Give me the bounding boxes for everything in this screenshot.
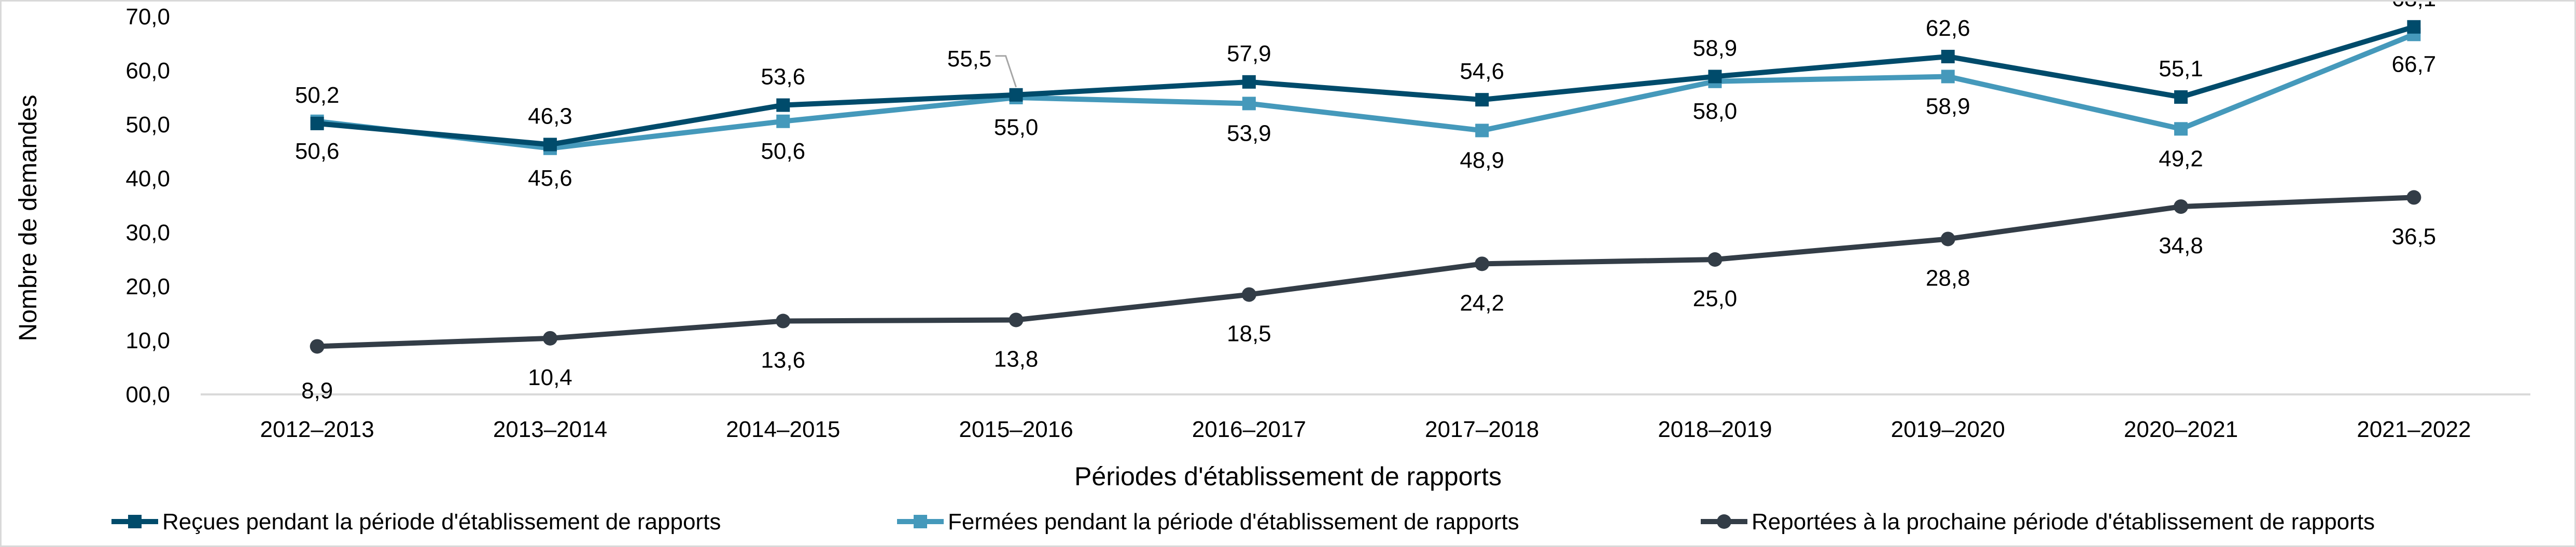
data-point-square (2407, 20, 2421, 34)
data-label: 54,6 (1460, 59, 1504, 84)
data-point-square (310, 116, 324, 130)
data-label: 66,7 (2392, 51, 2437, 77)
y-tick-label: 40,0 (125, 166, 170, 192)
legend-label: Reçues pendant la période d'établissemen… (162, 509, 721, 535)
x-tick-label: 2015–2016 (959, 417, 1073, 442)
x-tick-label: 2021–2022 (2357, 417, 2471, 442)
data-label: 55,1 (2159, 56, 2203, 81)
series-2 (310, 190, 2421, 354)
data-label: 62,6 (1926, 16, 1970, 41)
x-tick-label: 2019–2020 (1891, 417, 2005, 442)
x-axis-title: Périodes d'établissement de rapports (1074, 462, 1502, 491)
data-label: 55,0 (994, 115, 1039, 140)
data-point-square (2174, 122, 2188, 136)
series-0 (310, 20, 2421, 152)
series-group (310, 20, 2421, 354)
data-point-square (1009, 88, 1023, 102)
data-label: 46,3 (528, 103, 572, 129)
series-line (317, 195, 2414, 349)
data-point-square (1242, 75, 1256, 89)
data-label: 34,8 (2159, 233, 2203, 258)
data-label: 48,9 (1460, 147, 1504, 173)
y-axis-ticks: 00,0 10,0 20,0 30,0 40,0 50,0 60,0 70,0 (125, 4, 170, 407)
data-point-square (543, 138, 557, 152)
y-axis-title: Nombre de demandes (15, 95, 42, 341)
data-point-circle (1707, 252, 1723, 267)
legend-item-2: Reportées à la prochaine période d'établ… (1701, 509, 2375, 535)
data-point-square (1475, 93, 1489, 107)
data-point-square (1242, 97, 1256, 111)
series-line (317, 32, 2415, 151)
data-point-circle (1009, 312, 1024, 327)
legend-item-1: Fermées pendant la période d'établisseme… (897, 509, 1519, 535)
data-label: 50,6 (761, 139, 805, 164)
y-tick-label: 50,0 (125, 112, 170, 138)
data-label: 53,6 (761, 64, 805, 90)
y-tick-label: 70,0 (125, 4, 170, 30)
y-tick-label: 60,0 (125, 58, 170, 84)
data-label: 55,5 (947, 46, 992, 72)
x-tick-label: 2013–2014 (493, 417, 607, 442)
data-label: 50,6 (295, 139, 340, 164)
legend-marker-circle (1717, 514, 1731, 529)
data-label: 58,9 (1693, 35, 1738, 61)
data-point-square (1475, 124, 1489, 138)
data-point-square (776, 114, 790, 128)
data-label: 8,9 (301, 378, 333, 403)
data-point-circle (1940, 231, 1955, 247)
data-label: 58,9 (1926, 93, 1970, 119)
data-label: 36,5 (2392, 224, 2437, 249)
leader-line (995, 55, 1017, 88)
data-point-square (2174, 90, 2188, 104)
data-label: 68,1 (2392, 0, 2437, 11)
legend-label: Reportées à la prochaine période d'établ… (1752, 509, 2375, 535)
data-labels: 50,2 46,3 53,6 55,5 57,9 54,6 58,9 62,6 55,1 68,1… (295, 0, 2436, 403)
y-tick-label: 10,0 (125, 328, 170, 353)
data-label: 25,0 (1693, 286, 1738, 311)
y-tick-label: 30,0 (125, 220, 170, 245)
x-tick-label: 2014–2015 (726, 417, 840, 442)
data-label: 10,4 (528, 365, 572, 390)
x-tick-label: 2016–2017 (1192, 417, 1306, 442)
data-label: 57,9 (1227, 41, 1271, 66)
x-tick-label: 2017–2018 (1425, 417, 1539, 442)
data-label: 45,6 (528, 166, 572, 191)
x-tick-label: 2020–2021 (2124, 417, 2238, 442)
data-point-circle (542, 331, 557, 346)
data-label: 58,0 (1693, 99, 1738, 124)
data-label: 49,2 (2159, 146, 2203, 171)
legend-item-0: Reçues pendant la période d'établissemen… (111, 509, 721, 535)
data-point-square (1941, 49, 1955, 63)
data-point-square (1708, 70, 1722, 84)
data-point-circle (1475, 256, 1490, 271)
data-label: 24,2 (1460, 290, 1504, 316)
x-tick-label: 2012–2013 (260, 417, 374, 442)
legend-label: Fermées pendant la période d'établisseme… (948, 509, 1519, 535)
data-label: 53,9 (1227, 120, 1271, 146)
data-label: 50,2 (295, 83, 340, 108)
x-axis-ticks: 2012–2013 2013–2014 2014–2015 2015–2016 2016… (260, 417, 2471, 442)
data-point-square (776, 98, 790, 112)
data-point-circle (776, 313, 791, 329)
data-label: 18,5 (1227, 321, 1271, 347)
data-label: 13,8 (994, 346, 1039, 372)
data-point-circle (310, 339, 325, 354)
data-point-circle (1241, 287, 1256, 302)
y-tick-label: 00,0 (125, 382, 170, 407)
x-tick-label: 2018–2019 (1658, 417, 1772, 442)
data-point-circle (2406, 190, 2421, 205)
series-line (317, 24, 2415, 147)
data-label: 13,6 (761, 348, 805, 373)
legend: Reçues pendant la période d'établissemen… (111, 509, 2375, 535)
y-tick-label: 20,0 (125, 274, 170, 299)
data-point-square (1941, 70, 1955, 84)
legend-marker-square (128, 515, 142, 528)
data-label: 28,8 (1926, 265, 1970, 291)
legend-marker-square (914, 515, 927, 528)
data-point-circle (2174, 199, 2189, 214)
